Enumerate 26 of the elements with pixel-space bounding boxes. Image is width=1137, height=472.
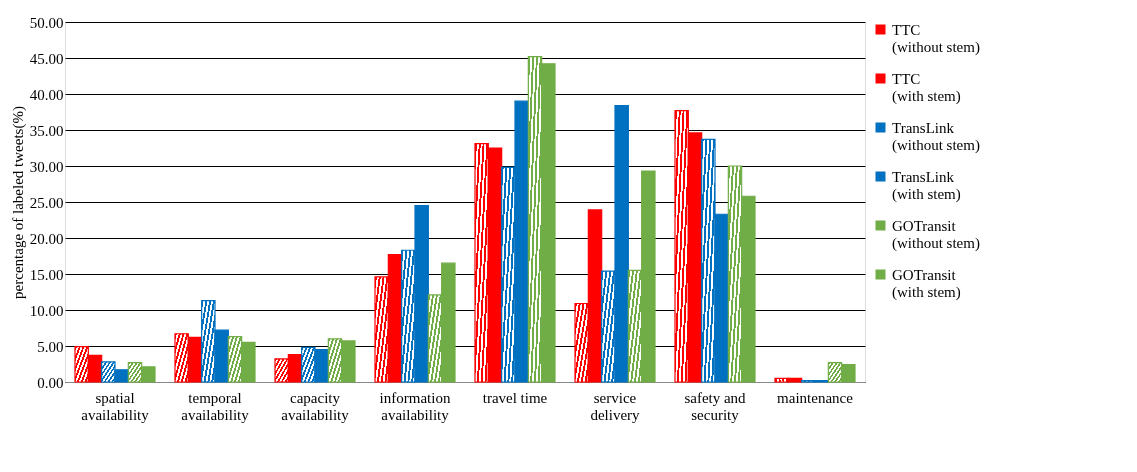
x-tick-label: spatial availability <box>81 389 150 423</box>
y-tick-label: 5.00 <box>37 338 64 355</box>
y-tick-label: 10.00 <box>29 302 64 319</box>
y-tick-label: 35.00 <box>29 122 64 139</box>
y-tick-label: 45.00 <box>29 50 64 67</box>
y-tick-label: 20.00 <box>29 230 64 247</box>
x-tick-label: information availability <box>379 389 451 423</box>
legend-label: TransLink (without stem) <box>892 119 980 154</box>
x-tick-label: maintenance <box>777 389 854 406</box>
x-tick-label: temporal availability <box>181 389 250 423</box>
legend-label: GOTransit (without stem) <box>892 217 980 252</box>
y-tick-label: 40.00 <box>29 86 64 103</box>
y-tick-label: 30.00 <box>29 158 64 175</box>
legend-label: TTC (without stem) <box>892 21 980 56</box>
x-tick-label: travel time <box>482 389 548 406</box>
legend-label: TransLink (with stem) <box>892 168 961 203</box>
legend-label: TTC (with stem) <box>892 70 961 105</box>
y-axis-title: percentage of labeled tweets(%) <box>9 106 27 299</box>
y-tick-label: 50.00 <box>29 14 64 31</box>
legend-label: GOTransit (with stem) <box>892 266 961 301</box>
x-tick-label: capacity availability <box>281 389 350 423</box>
y-tick-label: 15.00 <box>29 266 64 283</box>
x-tick-label: safety and security <box>684 389 747 423</box>
y-tick-label: 0.00 <box>37 374 64 391</box>
y-tick-label: 25.00 <box>29 194 64 211</box>
x-tick-label: service delivery <box>590 389 641 423</box>
